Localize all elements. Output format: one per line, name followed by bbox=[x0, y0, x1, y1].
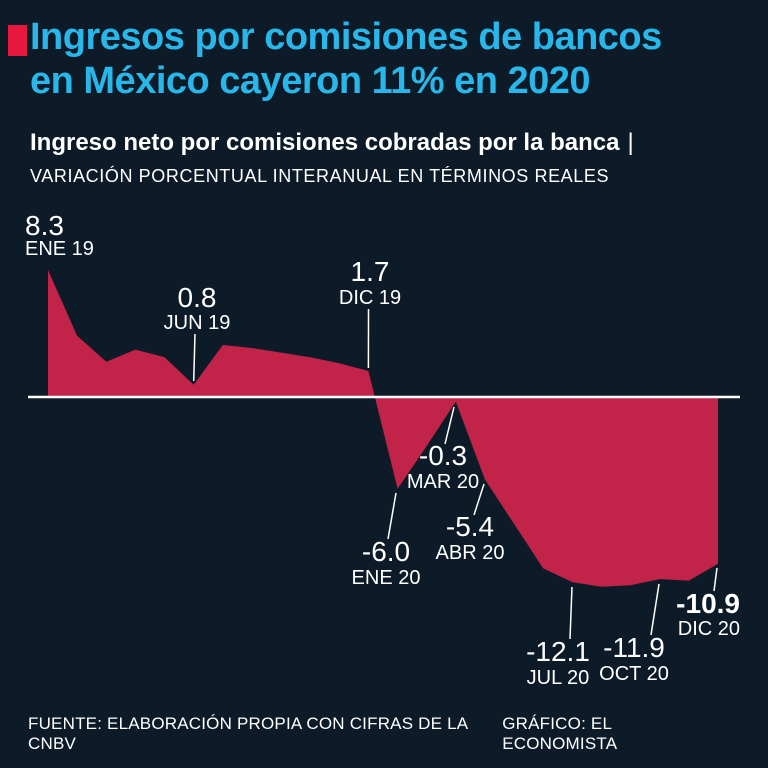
source-note: FUENTE: ELABORACIÓN PROPIA CON CIFRAS DE… bbox=[28, 714, 468, 753]
annotation-date: JUN 19 bbox=[164, 312, 231, 334]
annotation-date: JUL 20 bbox=[527, 667, 590, 689]
annotation-date: DIC 19 bbox=[339, 287, 401, 309]
chart-subtitle: Ingreso neto por comisiones cobradas por… bbox=[30, 129, 620, 156]
annotation-value: -5.4 bbox=[446, 511, 494, 542]
page-title-line-2: en México cayeron 11% en 2020 bbox=[30, 60, 591, 102]
annotation-leader-line bbox=[473, 483, 485, 516]
page-title: Ingresos por comisiones de bancos en Méx… bbox=[30, 15, 740, 103]
annotation-leader-line bbox=[387, 492, 397, 540]
annotation-date: ENE 19 bbox=[25, 238, 94, 260]
footer: FUENTE: ELABORACIÓN PROPIA CON CIFRAS DE… bbox=[28, 714, 723, 754]
area-series bbox=[48, 270, 718, 587]
annotation-date: DIC 20 bbox=[678, 618, 740, 640]
page-title-line-1: Ingresos por comisiones de bancos bbox=[30, 16, 662, 58]
annotation-value: 8.3 bbox=[25, 210, 64, 241]
annotation-leader-line bbox=[713, 567, 718, 592]
annotation-date: OCT 20 bbox=[599, 663, 669, 685]
annotation-value: 1.7 bbox=[351, 256, 390, 287]
annotation-value: -11.9 bbox=[603, 632, 665, 663]
annotation-value: -12.1 bbox=[526, 636, 590, 667]
annotation-date: MAR 20 bbox=[407, 471, 479, 493]
annotation-date: ENE 20 bbox=[352, 567, 421, 589]
annotation-value: -6.0 bbox=[362, 536, 410, 567]
annotation-leader-line bbox=[192, 333, 196, 382]
annotation-leader-line bbox=[569, 586, 573, 640]
annotation-value: 0.8 bbox=[178, 282, 217, 313]
annotation-leader-line bbox=[444, 406, 455, 445]
title-accent-mark bbox=[8, 25, 27, 56]
chart-subtitle-row: Ingreso neto por comisiones cobradas por… bbox=[30, 129, 740, 157]
annotation-value: -0.3 bbox=[419, 440, 467, 471]
annotation-value: -10.9 bbox=[676, 588, 740, 619]
annotation-date: ABR 20 bbox=[436, 542, 505, 564]
credit-note: GRÁFICO: EL ECONOMISTA bbox=[502, 714, 618, 753]
chart-kicker: VARIACIÓN PORCENTUAL INTERANUAL EN TÉRMI… bbox=[30, 166, 610, 186]
subtitle-divider: | bbox=[627, 129, 634, 156]
annotation-leader-line bbox=[650, 583, 660, 636]
